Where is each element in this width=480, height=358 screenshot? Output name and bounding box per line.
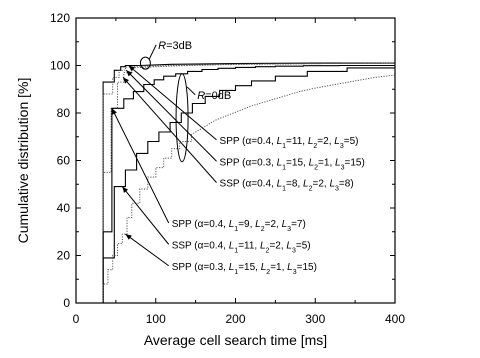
x-axis-label: Average cell search time [ms] <box>144 332 327 348</box>
y-tick-label: 60 <box>57 154 71 168</box>
x-tick-label: 100 <box>146 312 166 326</box>
y-tick-label: 20 <box>57 249 71 263</box>
series-label-s2: SPP (α=0.3, L1=15, L2=1, L3=15) <box>220 157 365 171</box>
series-line-s1 <box>76 62 395 304</box>
y-tick-label: 120 <box>50 11 70 25</box>
series-label-s5: SSP (α=0.4, L1=11, L2=2, L3=5) <box>172 240 311 254</box>
series-line-s3 <box>76 62 396 304</box>
y-tick-label: 0 <box>63 296 70 310</box>
series-label-s6: SPP (α=0.3, L1=15, L2=1, L3=15) <box>172 262 317 276</box>
r-annotation-label: R=3dB <box>158 40 192 52</box>
series-label-arrow-s5 <box>121 186 170 245</box>
series-label-arrowhead-s1 <box>128 65 135 72</box>
series-label-arrowhead-s4 <box>111 108 117 115</box>
series-label-arrow-s2 <box>125 69 217 162</box>
x-tick-label: 200 <box>225 312 245 326</box>
series-label-s1: SPP (α=0.4, L1=11, L2=2, L3=5) <box>220 136 359 150</box>
r-annotation-ellipse <box>139 56 151 70</box>
series-label-s3: SSP (α=0.4, L1=8, L2=2, L3=8) <box>220 179 354 193</box>
series-label-arrowhead-s2 <box>126 70 133 77</box>
x-tick-label: 400 <box>385 312 405 326</box>
series-label-arrowhead-s6 <box>125 234 132 240</box>
y-axis-label: Cumulative distribution [%] <box>15 78 31 244</box>
tick-layer: 0 100 200 300 400 0 20 40 60 80 100 120 <box>50 11 405 326</box>
x-tick-label: 0 <box>73 312 80 326</box>
r-annotation-label: R=0dB <box>197 90 231 102</box>
series-label-arrowhead-s3 <box>123 77 129 84</box>
y-tick-label: 40 <box>57 201 71 215</box>
series-line-s5 <box>76 67 395 304</box>
r-annotation-leader <box>148 44 157 60</box>
series-label-arrowhead-s5 <box>122 186 129 193</box>
annotation-layer: R=3dB R=0dB SPP (α=0.4, L1=11, L2=2, L3=5)… <box>111 40 365 276</box>
series-layer <box>76 62 396 304</box>
series-line-s2 <box>76 62 396 304</box>
series-line-s6 <box>76 74 396 304</box>
series-label-arrow-s1 <box>128 65 217 141</box>
y-tick-label: 80 <box>57 106 71 120</box>
series-label-arrow-s6 <box>125 233 169 267</box>
y-tick-label: 100 <box>50 59 70 73</box>
x-tick-label: 300 <box>305 312 325 326</box>
r-annotation-leader <box>186 86 196 96</box>
series-label-arrow-s4 <box>111 108 170 224</box>
series-label-arrow-s3 <box>122 77 217 183</box>
series-label-s4: SPP (α=0.4, L1=9, L2=2, L3=7) <box>172 219 306 233</box>
r-annotation-ellipse <box>175 73 189 163</box>
